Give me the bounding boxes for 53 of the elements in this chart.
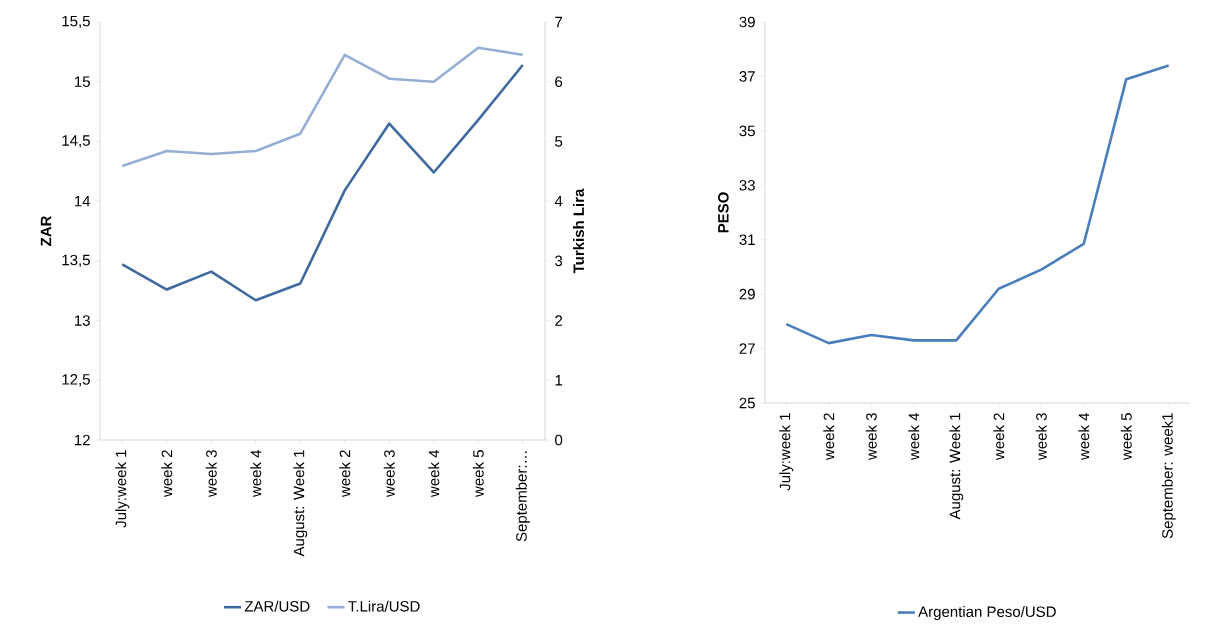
x-tick-label: week 4 [908, 412, 920, 461]
x-tick-label: July:week 1 [779, 413, 794, 491]
x-tick-label: August: Week 1 [949, 413, 964, 520]
y-axis-title: PESO [718, 192, 729, 233]
y-tick-label: 25 [739, 397, 755, 409]
y2-tick-label: 5 [555, 136, 563, 147]
x-tick-label: week 5 [1120, 413, 1132, 461]
legend-label: T.Lira/USD [348, 600, 420, 612]
line-series [120, 46, 525, 168]
x-tick-label: week 4 [428, 449, 440, 498]
y2-axis-title: Turkish Lira [573, 188, 585, 274]
x-tick-label: September: week1 [1161, 413, 1176, 539]
x-tick-label: week 2 [993, 413, 1005, 461]
y-tick-label: 13,5 [62, 254, 90, 268]
y-tick-label: 39 [739, 16, 755, 28]
y2-tick-label: 1 [555, 375, 563, 386]
y-axis-title: ZAR [40, 215, 52, 246]
y-tick-label: 12 [75, 434, 90, 446]
y-tick-label: 29 [739, 288, 755, 300]
y2-tick-label: 7 [555, 16, 563, 28]
y2-tick-label: 0 [555, 434, 563, 446]
y-tick-label: 15,5 [62, 15, 90, 29]
x-tick-label: week 4 [1078, 412, 1090, 461]
x-tick-label: July:week 1 [115, 450, 130, 528]
y-tick-label: 13 [75, 315, 90, 326]
x-tick-label: week 2 [823, 413, 835, 461]
y-tick-label: 12,5 [62, 374, 90, 387]
x-tick-label: week 2 [339, 450, 351, 498]
y2-tick-label: 6 [555, 76, 563, 88]
x-tick-label: week 4 [250, 449, 262, 498]
y-tick-label: 37 [739, 71, 755, 82]
y-tick-label: 33 [739, 179, 755, 191]
legend-label: ZAR/USD [244, 600, 310, 612]
y-tick-label: 14,5 [62, 135, 90, 148]
y-tick-label: 31 [739, 234, 755, 246]
y-tick-label: 35 [739, 125, 755, 137]
x-tick-label: week 3 [205, 450, 217, 498]
y-tick-label: 15 [75, 76, 90, 87]
legend-label: Argentian Peso/USD [918, 606, 1056, 620]
y-tick-label: 27 [739, 343, 755, 354]
x-tick-label: week 3 [1035, 413, 1047, 461]
line-series [120, 63, 525, 302]
x-tick-label: week 2 [161, 450, 173, 498]
y-tick-label: 14 [75, 195, 91, 207]
x-tick-label: August: Week 1 [293, 450, 308, 557]
x-tick-label: week 5 [472, 450, 484, 498]
line-series [784, 64, 1171, 345]
y2-tick-label: 3 [555, 255, 563, 267]
y2-tick-label: 2 [555, 315, 563, 326]
y2-tick-label: 4 [554, 195, 563, 207]
x-tick-label: week 3 [383, 450, 395, 498]
x-tick-label: September:… [515, 451, 530, 542]
x-tick-label: week 3 [865, 413, 877, 461]
